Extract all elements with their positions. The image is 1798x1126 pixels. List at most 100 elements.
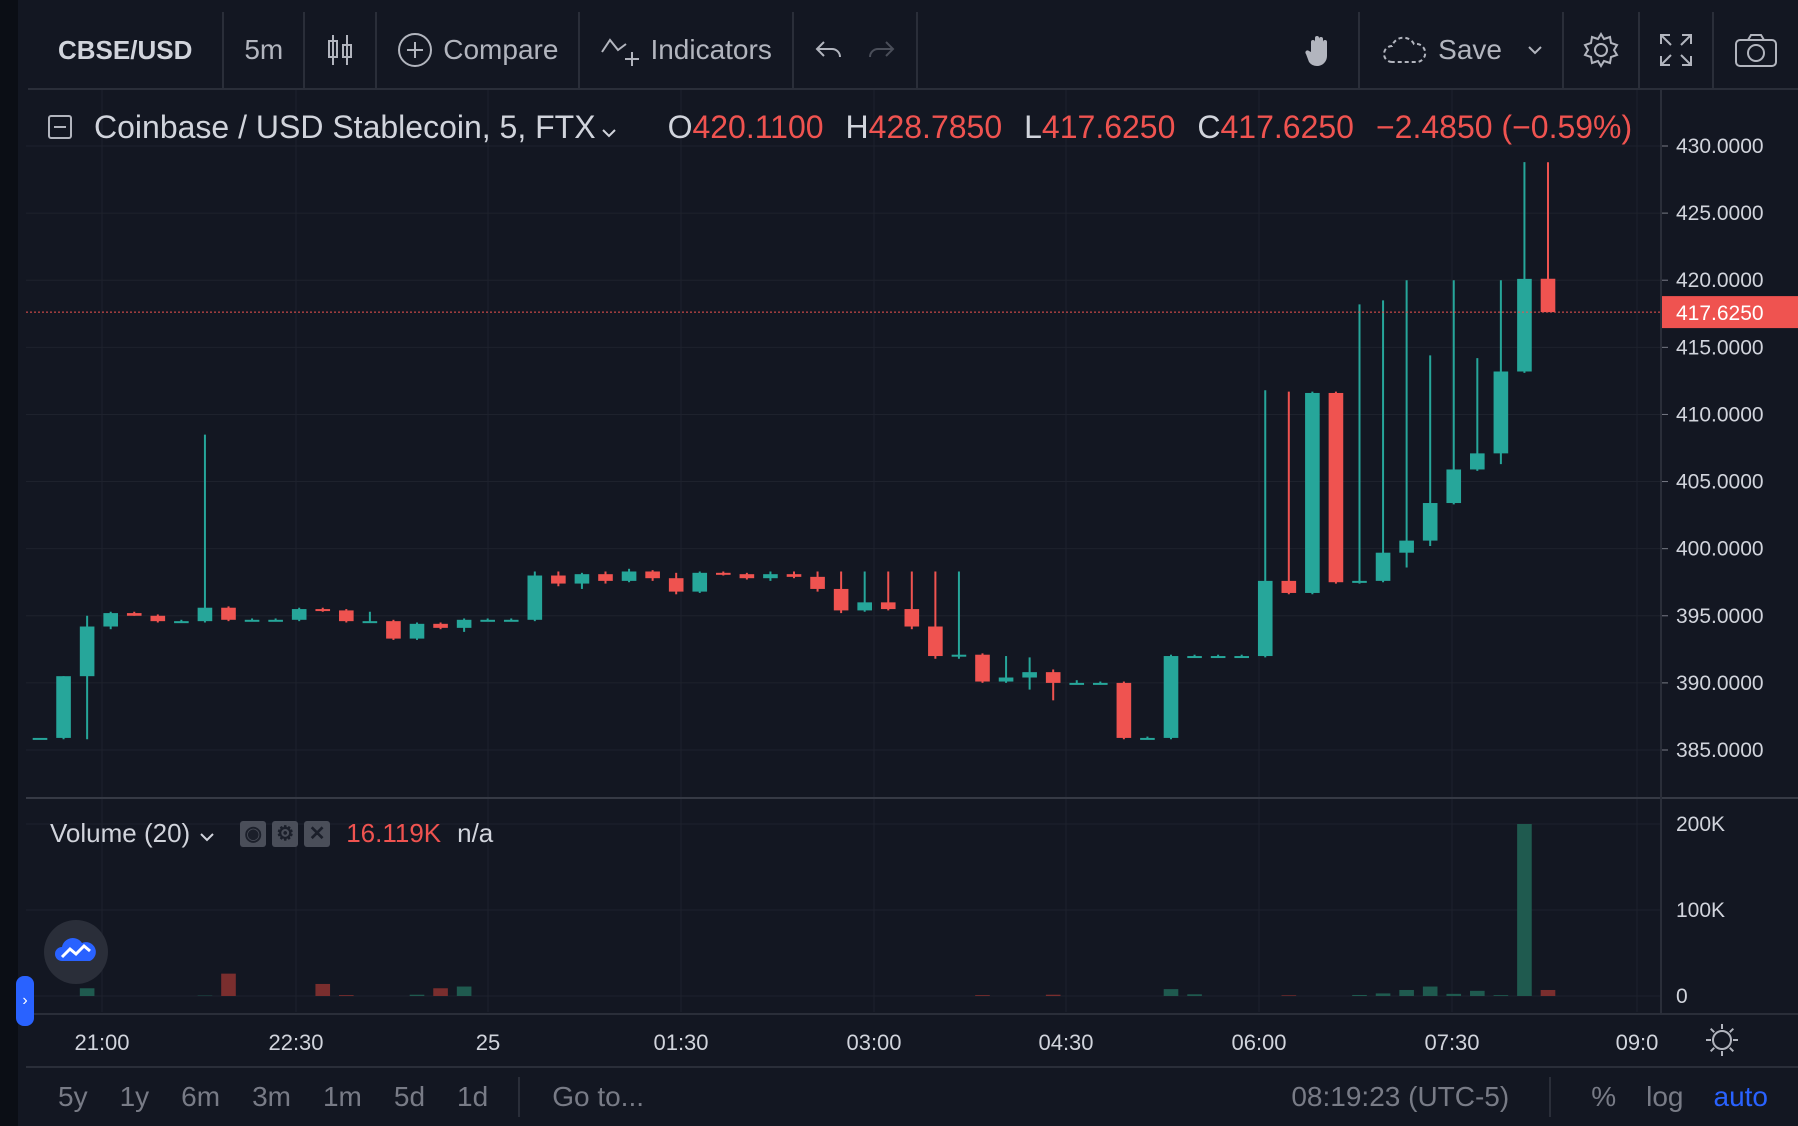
candle-body [433,623,448,628]
indicators-button[interactable]: Indicators [580,12,794,88]
candle-body [56,676,71,738]
low-key: L [1024,108,1042,145]
candle-body [692,572,708,592]
log-toggle[interactable]: log [1646,1081,1684,1112]
hand-button[interactable] [1282,12,1361,88]
candle-body [1093,682,1108,685]
chevron-down-icon[interactable] [601,109,616,146]
volume-bar [221,973,236,996]
candle-body [1493,371,1509,454]
close-icon[interactable]: ✕ [304,820,331,847]
candle-body [1422,503,1438,541]
volume-bar [1422,986,1438,996]
candle-body [598,574,613,581]
close-value: C417.6250 [1197,109,1354,146]
candle-body [386,621,401,639]
candle-body [244,619,260,622]
candle-body [857,602,872,611]
volume-bar [433,988,448,996]
indicators-label: Indicators [650,34,772,65]
volume-tick-label: 100K [1676,899,1725,922]
candle-body [1116,682,1132,738]
candle-body [362,621,378,624]
candle-body [551,575,566,584]
percent-toggle[interactable]: % [1591,1081,1617,1112]
candle-body [1069,682,1085,685]
candle-body [197,607,213,622]
volume-legend: Volume (20) ◉ ⚙ ✕ 16.119K n/a [50,818,493,849]
volume-tick-label: 0 [1676,985,1688,1008]
candle-body [1045,672,1061,683]
price-scale[interactable] [1660,90,1798,1015]
range-3m[interactable]: 3m [252,1081,291,1112]
cloud-logo-icon [54,935,98,970]
time-tick-label: 07:30 [1424,1030,1479,1055]
drawing-panel-toggle[interactable]: › [16,976,34,1026]
time-axis-border [26,1013,1798,1015]
compare-button[interactable]: Compare [377,12,581,88]
volume-bar [315,983,331,996]
time-tick-label: 03:00 [846,1030,901,1055]
interval-button[interactable]: 5m [224,12,306,88]
candle-body [1470,453,1485,470]
axis-settings-icon-ray [1729,1027,1735,1033]
fullscreen-icon [1658,32,1694,68]
top-toolbar: CBSE/USD 5m Compare Indicators [28,12,1798,90]
pane-separator[interactable] [26,797,1798,799]
volume-bar [1493,995,1509,996]
clock-timezone[interactable]: 08:19:23 (UTC-5) [1291,1077,1552,1117]
axis-settings-icon-ray [1709,1027,1715,1033]
chart-type-button[interactable] [305,12,378,88]
axis-settings-icon-ray [1729,1047,1735,1053]
axis-settings-icon-ray [1709,1047,1715,1053]
candle-body [527,575,543,620]
time-tick-label: 22:30 [268,1030,323,1055]
series-title[interactable]: Coinbase / USD Stablecoin, 5, FTX [94,108,596,145]
volume-bar [456,986,472,996]
range-1y[interactable]: 1y [119,1081,150,1112]
gear-icon[interactable]: ⚙ [272,820,299,847]
close-number: 417.6250 [1220,108,1354,145]
range-5d[interactable]: 5d [393,1081,426,1112]
redo-icon[interactable] [866,38,896,62]
range-5y[interactable]: 5y [58,1081,88,1112]
last-price-label: 417.6250 [1676,302,1764,325]
snapshot-button[interactable] [1714,12,1798,88]
tradingview-logo[interactable] [44,920,108,984]
range-6m[interactable]: 6m [181,1081,221,1112]
candle-body [315,609,331,612]
candle-body [1328,392,1344,583]
volume-value: 16.119K [346,818,442,848]
left-edge [0,0,18,1126]
auto-toggle[interactable]: auto [1713,1081,1769,1112]
undo-icon[interactable] [814,38,844,62]
save-button[interactable]: Save [1360,12,1564,88]
range-1d[interactable]: 1d [457,1081,489,1112]
chevron-down-icon[interactable] [200,818,214,849]
candle-body [1234,656,1249,659]
goto-button[interactable]: Go to... [518,1077,644,1117]
volume-title[interactable]: Volume (20) [50,818,191,848]
volume-bar [1470,990,1485,996]
candle-body [928,626,943,657]
high-value: H428.7850 [846,109,1003,146]
symbol-search-button[interactable]: CBSE/USD [28,12,225,88]
open-value: O420.1100 [668,109,824,146]
volume-bar [1517,824,1532,996]
range-1m[interactable]: 1m [322,1081,362,1112]
save-label: Save [1438,34,1502,65]
collapse-legend-icon[interactable] [48,115,72,139]
volume-bar [1163,989,1179,996]
volume-bar [1045,994,1061,996]
high-key: H [845,108,869,145]
eye-icon[interactable]: ◉ [240,820,267,847]
settings-button[interactable] [1564,12,1640,88]
candle-body [668,578,684,592]
candle-body [1375,552,1391,581]
candle-body [221,607,236,620]
candle-body [1352,580,1367,583]
candle-body [1187,656,1202,659]
fullscreen-button[interactable] [1640,12,1714,88]
candle-body [951,654,967,657]
